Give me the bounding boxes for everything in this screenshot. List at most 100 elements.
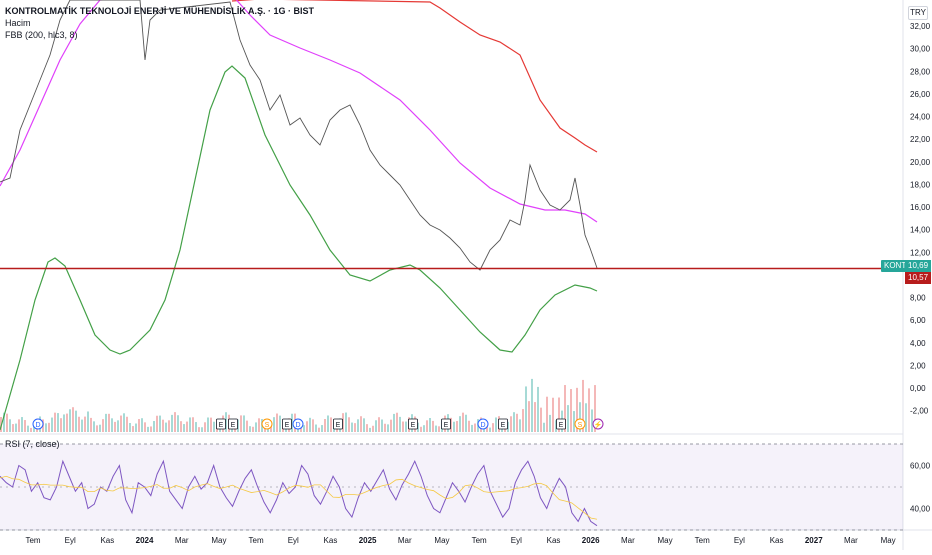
volume-bar bbox=[513, 412, 515, 432]
volume-bar bbox=[81, 419, 83, 432]
volume-bar bbox=[93, 421, 95, 432]
event-marker-label: S bbox=[578, 422, 583, 429]
time-tick-label: 2027 bbox=[805, 536, 823, 545]
time-tick-label: Mar bbox=[398, 536, 412, 545]
volume-bar bbox=[558, 397, 560, 432]
volume-bar bbox=[279, 415, 281, 432]
volume-bar bbox=[342, 413, 344, 432]
volume-bar bbox=[465, 414, 467, 432]
volume-bar bbox=[435, 425, 437, 432]
volume-bar bbox=[312, 419, 314, 432]
volume-bar bbox=[345, 412, 347, 432]
rsi-ma-line bbox=[0, 475, 598, 520]
volume-bar bbox=[105, 413, 107, 432]
volume-bar bbox=[69, 409, 71, 432]
time-tick-label: Kas bbox=[770, 536, 784, 545]
volume-bar bbox=[12, 424, 14, 432]
fbb-legend[interactable]: FBB (200, hlc3, 8) bbox=[5, 30, 78, 40]
time-tick-label: Tem bbox=[695, 536, 710, 545]
volume-bar bbox=[549, 414, 551, 432]
time-tick-label: 2025 bbox=[359, 536, 377, 545]
volume-bar bbox=[240, 415, 242, 432]
volume-bar bbox=[66, 413, 68, 432]
volume-bar bbox=[114, 421, 116, 432]
volume-bar bbox=[534, 402, 536, 432]
volume-bar bbox=[159, 415, 161, 432]
volume-bar bbox=[393, 413, 395, 432]
volume-bar bbox=[378, 417, 380, 432]
volume-legend[interactable]: Hacim bbox=[5, 18, 31, 28]
event-marker-label: ⚡ bbox=[594, 420, 603, 429]
volume-bar bbox=[387, 424, 389, 432]
time-tick-label: 2026 bbox=[582, 536, 600, 545]
volume-bar bbox=[186, 421, 188, 432]
event-marker-badge bbox=[574, 418, 586, 430]
volume-bar bbox=[363, 418, 365, 432]
volume-bar bbox=[141, 418, 143, 432]
event-marker-badge bbox=[477, 418, 489, 430]
volume-bar bbox=[237, 419, 239, 432]
volume-bar bbox=[399, 416, 401, 432]
rsi-legend[interactable]: RSI (7, close) bbox=[5, 439, 60, 449]
volume-bar bbox=[255, 422, 257, 432]
volume-bar bbox=[276, 413, 278, 432]
volume-bar bbox=[102, 419, 104, 432]
event-marker-label: S bbox=[265, 422, 270, 429]
volume-bar bbox=[189, 417, 191, 432]
volume-bar bbox=[384, 423, 386, 432]
volume-bar bbox=[546, 396, 548, 432]
volume-bar bbox=[3, 412, 5, 432]
price-tick-label: 20,00 bbox=[910, 158, 931, 167]
time-tick-label: Mar bbox=[844, 536, 858, 545]
event-marker: E bbox=[216, 418, 226, 430]
volume-bar bbox=[9, 419, 11, 432]
volume-bar bbox=[108, 413, 110, 432]
volume-bar bbox=[225, 412, 227, 432]
volume-bar bbox=[588, 388, 590, 432]
volume-bar bbox=[78, 416, 80, 432]
volume-bar bbox=[162, 419, 164, 432]
event-marker-badge bbox=[228, 418, 238, 430]
price-tick-label: 16,00 bbox=[910, 203, 931, 212]
time-tick-label: Mar bbox=[621, 536, 635, 545]
volume-bar bbox=[33, 424, 35, 432]
volume-bar bbox=[195, 422, 197, 432]
volume-bar bbox=[201, 427, 203, 432]
price-tick-label: 8,00 bbox=[910, 294, 926, 303]
volume-bar bbox=[420, 426, 422, 432]
volume-bar bbox=[405, 421, 407, 432]
event-marker-label: E bbox=[285, 422, 290, 429]
volume-bar bbox=[450, 417, 452, 432]
volume-bar bbox=[579, 402, 581, 432]
event-marker-badge bbox=[408, 418, 418, 430]
last-price-tag: 10,69 bbox=[905, 260, 932, 273]
volume-bar bbox=[54, 412, 56, 432]
volume-bar bbox=[402, 421, 404, 432]
currency-badge[interactable]: TRY bbox=[908, 6, 928, 20]
volume-bar bbox=[351, 422, 353, 432]
volume-bar bbox=[438, 426, 440, 432]
volume-bar bbox=[306, 421, 308, 432]
volume-bar bbox=[573, 411, 575, 432]
volume-bar bbox=[72, 407, 74, 432]
time-tick-label: May bbox=[881, 536, 896, 545]
event-marker-label: D bbox=[480, 422, 485, 429]
volume-bar bbox=[432, 420, 434, 432]
volume-bar bbox=[156, 415, 158, 432]
volume-bar bbox=[171, 414, 173, 432]
event-marker-label: E bbox=[444, 422, 449, 429]
series-basis bbox=[0, 0, 598, 223]
price-axis: 32,00 30,00 28,00 26,00 24,00 22,00 20,00 18,00… bbox=[910, 22, 931, 416]
time-tick-label: Kas bbox=[547, 536, 561, 545]
event-marker-badge bbox=[216, 418, 226, 430]
volume-bar bbox=[540, 407, 542, 432]
volume-bar bbox=[582, 379, 584, 432]
volume-bar bbox=[99, 424, 101, 432]
volume-bar bbox=[96, 425, 98, 432]
price-tick-label: 2,00 bbox=[910, 361, 926, 370]
time-tick-label: Eyl bbox=[734, 536, 745, 545]
volume-bar bbox=[135, 423, 137, 432]
time-tick-label: Eyl bbox=[288, 536, 299, 545]
